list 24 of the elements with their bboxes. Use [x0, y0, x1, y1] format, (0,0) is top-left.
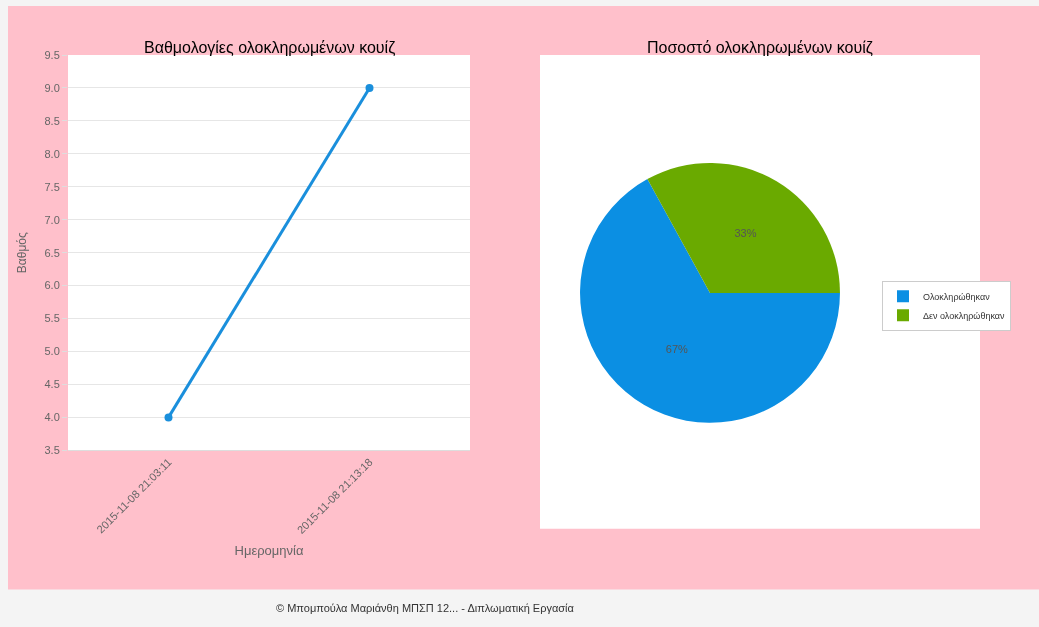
- y-tick-label: 6.0: [44, 279, 60, 292]
- data-label: 67%: [665, 342, 689, 355]
- legend-label: Ολοκληρώθηκαν: [923, 291, 991, 302]
- pie-slice: [647, 162, 840, 293]
- y-tick-label: 7.5: [44, 180, 60, 193]
- y-tick-label: 9.5: [44, 48, 60, 61]
- data-label: 33%: [734, 226, 757, 239]
- y-tick-label: 8.5: [44, 114, 60, 127]
- y-tick-label: 3.5: [44, 444, 60, 457]
- y-axis-title: Βαθμός: [14, 231, 29, 274]
- y-tick-label: 8.0: [44, 147, 60, 160]
- text: © Μπομπούλα Μαριάνθη ΜΠΣΠ 12... - Διπλωματική Εργασία: [276, 602, 575, 614]
- legend-label: Δεν ολοκληρώθηκαν: [923, 310, 1005, 321]
- x-axis-title: Ημερομηνία: [234, 542, 304, 558]
- y-tick-label: 4.5: [44, 378, 60, 391]
- y-tick-label: 6.5: [44, 246, 60, 259]
- pie-slice: [580, 179, 840, 423]
- y-tick-label: 9.0: [44, 81, 60, 94]
- chart-title: Βαθμολογίες ολοκληρωμένων κουίζ: [144, 39, 396, 57]
- y-tick-label: 5.0: [44, 345, 60, 358]
- y-tick-label: 5.5: [44, 312, 60, 325]
- y-tick-label: 7.0: [44, 213, 60, 226]
- y-tick-label: 4.0: [44, 411, 60, 424]
- chart-title: Ποσοστό ολοκληρωμένων κουίζ: [647, 39, 873, 57]
